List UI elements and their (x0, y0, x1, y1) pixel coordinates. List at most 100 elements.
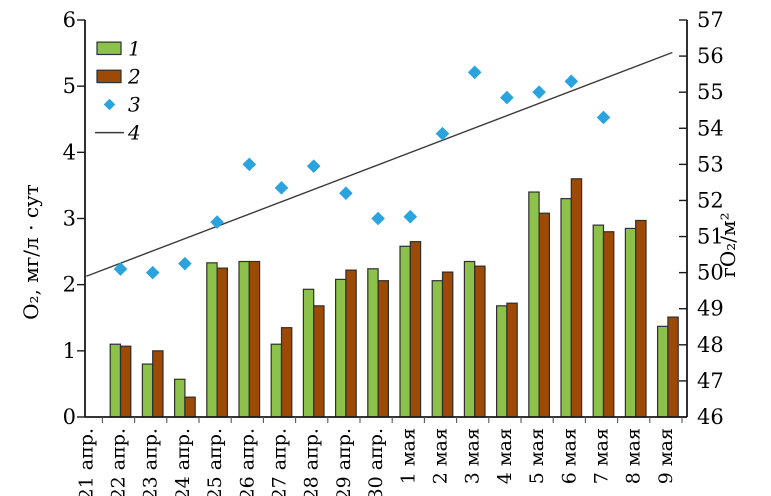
right-axis-tick-label: 48 (697, 333, 724, 357)
right-axis-tick-label: 54 (697, 116, 724, 140)
left-axis-tick-label: 6 (63, 8, 76, 32)
x-category-label: 8 мая (623, 428, 645, 484)
right-axis-tick-label: 50 (697, 261, 724, 285)
right-axis-tick-label: 47 (697, 369, 724, 393)
bar-series1-28 апр. (302, 288, 315, 418)
right-axis-tick-label: 52 (697, 188, 724, 212)
x-category-label: 4 мая (494, 428, 516, 484)
left-axis-tick-label: 1 (63, 339, 76, 363)
bar-series2-6 мая (570, 178, 583, 418)
scatter-point-series3-2 мая (435, 126, 450, 141)
x-category-label: 5 мая (526, 428, 548, 484)
legend-swatch-series2 (96, 69, 122, 84)
bar-series2-4 мая (506, 302, 518, 418)
bar-series2-5 мая (538, 212, 550, 418)
legend-label-series3: 3 (128, 93, 141, 117)
scatter-point-series3-27 апр. (274, 181, 289, 195)
x-category-label: 2 мая (430, 428, 452, 484)
scatter-point-series3-3 мая (467, 65, 482, 80)
legend-label-series1: 1 (128, 36, 141, 60)
scatter-point-series3-29 апр. (339, 186, 353, 201)
right-axis-tick-label: 57 (697, 8, 724, 32)
legend-label-series4: 4 (127, 121, 141, 145)
bar-series2-28 апр. (313, 305, 325, 418)
bar-series1-26 апр. (238, 260, 250, 418)
bar-series1-8 мая (624, 227, 637, 418)
bar-series2-26 апр. (248, 260, 261, 418)
scatter-point-series3-23 апр. (145, 265, 160, 280)
x-category-label: 7 мая (591, 428, 613, 484)
legend-label-series2: 2 (127, 64, 141, 88)
right-axis-title: гО₂/м² (716, 212, 740, 277)
bar-series2-23 апр. (152, 350, 164, 418)
trend-line-series4 (86, 51, 673, 277)
x-category-label: 27 апр. (269, 428, 291, 496)
x-category-label: 6 мая (558, 428, 580, 484)
right-axis-tick-label: 56 (697, 44, 724, 68)
scatter-point-series3-22 апр. (113, 262, 128, 276)
right-axis-tick-label: 46 (697, 405, 724, 429)
bar-series1-7 мая (592, 224, 605, 418)
bar-series2-27 апр. (280, 327, 293, 418)
left-axis-tick-label: 3 (63, 207, 76, 231)
left-axis-tick-label: 5 (63, 74, 76, 98)
bar-series1-4 мая (496, 305, 508, 418)
bar-series1-2 мая (431, 280, 444, 418)
x-category-label: 25 апр. (204, 428, 226, 496)
right-axis-tick-label: 51 (697, 225, 724, 249)
bar-series1-5 мая (528, 191, 540, 418)
legend-marker-series3 (103, 98, 116, 111)
bar-series2-29 апр. (345, 269, 357, 418)
bar-series1-27 апр. (270, 343, 283, 418)
x-category-label: 1 мая (397, 428, 419, 484)
bar-series2-7 мая (602, 231, 615, 418)
left-axis-tick-label: 4 (63, 140, 76, 164)
bar-series2-8 мая (635, 219, 647, 418)
x-category-label: 28 апр. (301, 428, 323, 496)
scatter-point-series3-24 апр. (178, 256, 192, 271)
bar-series1-9 мая (656, 325, 669, 418)
scatter-point-series3-30 апр. (371, 211, 385, 226)
bar-series2-25 апр. (216, 267, 229, 418)
scatter-point-series3-6 мая (564, 74, 579, 89)
x-category-label: 21 апр. (75, 428, 97, 496)
scatter-point-series3-1 мая (403, 209, 418, 224)
right-axis-tick-label: 53 (697, 152, 724, 176)
left-axis-tick-label: 0 (63, 405, 76, 429)
right-axis-tick-label: 49 (697, 297, 724, 321)
trend-line-layer (86, 51, 673, 277)
x-category-label: 3 мая (462, 428, 484, 484)
bar-series1-3 мая (463, 260, 476, 418)
x-category-label: 30 апр. (365, 428, 387, 496)
scatter-point-series3-25 апр. (210, 215, 224, 229)
x-category-label: 24 апр. (172, 428, 194, 496)
legend-layer: 1 2 3 4 (95, 36, 141, 145)
scatter-point-series3-4 мая (500, 90, 514, 105)
bar-series2-24 апр. (184, 396, 196, 418)
x-category-label: 23 апр. (140, 428, 162, 496)
legend-swatch-series1 (96, 41, 122, 56)
bars-layer (109, 178, 679, 418)
bar-series1-29 апр. (335, 278, 347, 418)
bar-series2-1 мая (409, 241, 422, 418)
bar-series1-23 апр. (141, 363, 154, 418)
right-axis-tick-label: 55 (697, 80, 724, 104)
x-category-label: 29 апр. (333, 428, 355, 496)
x-category-label: 9 мая (655, 428, 677, 484)
bar-series1-1 мая (399, 245, 411, 418)
x-category-label: 22 апр. (108, 428, 130, 496)
bar-series2-22 апр. (119, 345, 132, 418)
bar-series1-25 апр. (206, 262, 218, 418)
scatter-point-series3-28 апр. (306, 159, 321, 173)
bar-series1-22 апр. (109, 343, 122, 418)
bar-series2-9 мая (667, 316, 679, 418)
bar-series2-30 апр. (377, 280, 390, 418)
scatter-point-series3-7 мая (596, 110, 611, 125)
scatter-point-series3-5 мая (532, 85, 546, 99)
scatter-point-series3-26 апр. (242, 157, 257, 172)
bar-series2-3 мая (474, 265, 486, 418)
left-axis-tick-label: 2 (63, 273, 76, 297)
